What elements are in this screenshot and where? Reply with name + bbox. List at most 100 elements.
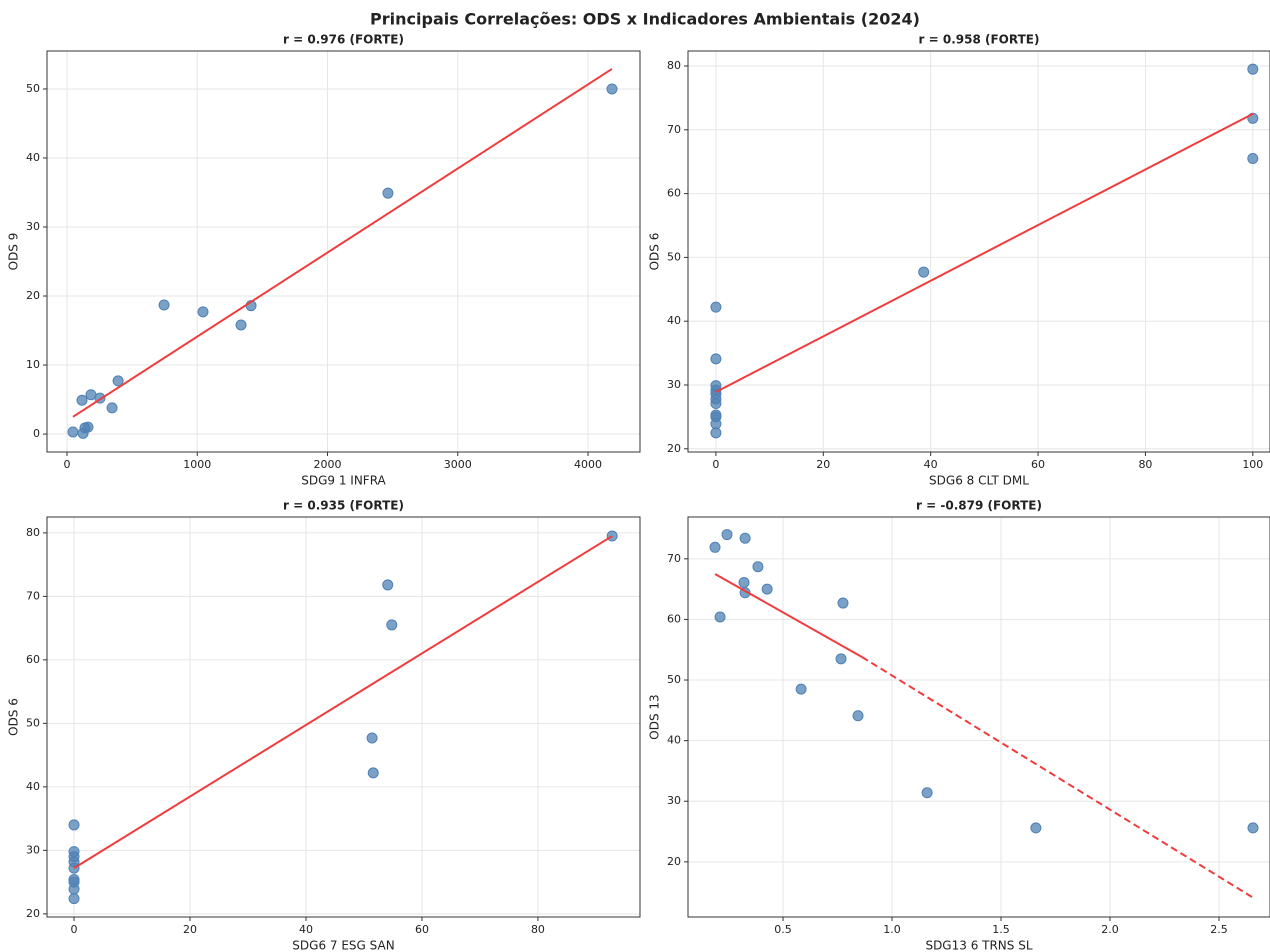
x-tick-label: 60 xyxy=(415,923,429,936)
x-tick-label: 3000 xyxy=(444,458,472,471)
y-tick-label: 70 xyxy=(26,589,40,602)
trend-line xyxy=(73,535,613,869)
y-tick-label: 0 xyxy=(33,427,40,440)
point xyxy=(837,597,849,609)
point xyxy=(852,710,864,722)
y-tick-label: 30 xyxy=(667,378,681,391)
x-tick-label: 0 xyxy=(71,923,78,936)
point xyxy=(918,266,930,278)
subplot-title: r = 0.935 (FORTE) xyxy=(283,499,404,513)
plot-frame xyxy=(687,516,1270,918)
x-tick-label: 20 xyxy=(183,923,197,936)
x-tick-label: 1000 xyxy=(183,458,211,471)
point xyxy=(106,402,118,414)
y-tick-label: 20 xyxy=(667,855,681,868)
trend-line xyxy=(715,112,1254,393)
y-tick-label: 20 xyxy=(667,442,681,455)
chart-title: Principais Correlações: ODS x Indicadore… xyxy=(370,10,920,29)
point xyxy=(112,375,124,387)
y-tick-label: 50 xyxy=(26,716,40,729)
y-tick-label: 80 xyxy=(26,526,40,539)
x-tick-label: 1.5 xyxy=(992,923,1010,936)
point xyxy=(721,529,733,541)
subplot-title: r = 0.976 (FORTE) xyxy=(283,33,404,47)
plot-frame xyxy=(687,50,1270,453)
point xyxy=(382,187,394,199)
plot-frame xyxy=(46,50,641,453)
trend-line xyxy=(714,573,863,658)
y-tick-label: 30 xyxy=(26,843,40,856)
y-axis-label: ODS 9 xyxy=(7,233,21,271)
point xyxy=(367,767,379,779)
x-tick-label: 2.0 xyxy=(1101,923,1119,936)
y-tick-label: 50 xyxy=(667,673,681,686)
y-tick-label: 40 xyxy=(667,314,681,327)
point xyxy=(714,611,726,623)
x-tick-label: 100 xyxy=(1242,458,1263,471)
point xyxy=(710,353,722,365)
x-tick-label: 80 xyxy=(1138,458,1152,471)
x-tick-label: 0 xyxy=(64,458,71,471)
y-axis-label: ODS 6 xyxy=(648,233,662,271)
point xyxy=(366,732,378,744)
y-tick-label: 30 xyxy=(667,794,681,807)
point xyxy=(921,787,933,799)
plot-frame xyxy=(46,516,641,918)
x-tick-label: 4000 xyxy=(574,458,602,471)
point xyxy=(68,883,80,895)
x-tick-label: 0.5 xyxy=(774,923,792,936)
x-tick-label: 0 xyxy=(712,458,719,471)
x-tick-label: 2000 xyxy=(314,458,342,471)
y-tick-label: 40 xyxy=(26,151,40,164)
trend-line xyxy=(72,68,613,418)
point xyxy=(158,299,170,311)
y-tick-label: 50 xyxy=(667,250,681,263)
y-tick-label: 20 xyxy=(26,907,40,920)
subplot-title: r = -0.879 (FORTE) xyxy=(916,499,1042,513)
point xyxy=(1247,822,1259,834)
x-axis-label: SDG6 7 ESG SAN xyxy=(292,939,394,952)
point xyxy=(709,541,721,553)
point xyxy=(710,398,722,410)
point xyxy=(1030,822,1042,834)
point xyxy=(710,301,722,313)
y-tick-label: 50 xyxy=(26,82,40,95)
point xyxy=(835,653,847,665)
y-tick-label: 20 xyxy=(26,289,40,302)
x-axis-label: SDG6 8 CLT DML xyxy=(929,474,1029,488)
y-tick-label: 70 xyxy=(667,123,681,136)
y-axis-label: ODS 13 xyxy=(648,694,662,739)
y-tick-label: 40 xyxy=(667,734,681,747)
point xyxy=(739,532,751,544)
y-tick-label: 60 xyxy=(26,653,40,666)
point xyxy=(197,306,209,318)
x-axis-label: SDG9 1 INFRA xyxy=(301,474,386,488)
point xyxy=(1247,63,1259,75)
x-tick-label: 20 xyxy=(816,458,830,471)
point xyxy=(68,893,80,905)
y-tick-label: 70 xyxy=(667,552,681,565)
point xyxy=(710,427,722,439)
x-tick-label: 2.5 xyxy=(1210,923,1228,936)
y-tick-label: 80 xyxy=(667,59,681,72)
x-tick-label: 40 xyxy=(299,923,313,936)
y-tick-label: 60 xyxy=(667,187,681,200)
point xyxy=(1247,153,1259,165)
y-axis-label: ODS 6 xyxy=(7,698,21,736)
x-tick-label: 80 xyxy=(531,923,545,936)
point xyxy=(386,619,398,631)
point xyxy=(795,683,807,695)
y-tick-label: 40 xyxy=(26,780,40,793)
subplot-title: r = 0.958 (FORTE) xyxy=(919,33,1040,47)
point xyxy=(77,427,89,439)
point xyxy=(68,819,80,831)
point xyxy=(752,561,764,573)
y-tick-label: 60 xyxy=(667,612,681,625)
point xyxy=(606,83,618,95)
x-tick-label: 1.0 xyxy=(883,923,901,936)
y-tick-label: 30 xyxy=(26,220,40,233)
x-axis-label: SDG13 6 TRNS SL xyxy=(925,939,1032,952)
y-tick-label: 10 xyxy=(26,358,40,371)
x-tick-label: 60 xyxy=(1031,458,1045,471)
